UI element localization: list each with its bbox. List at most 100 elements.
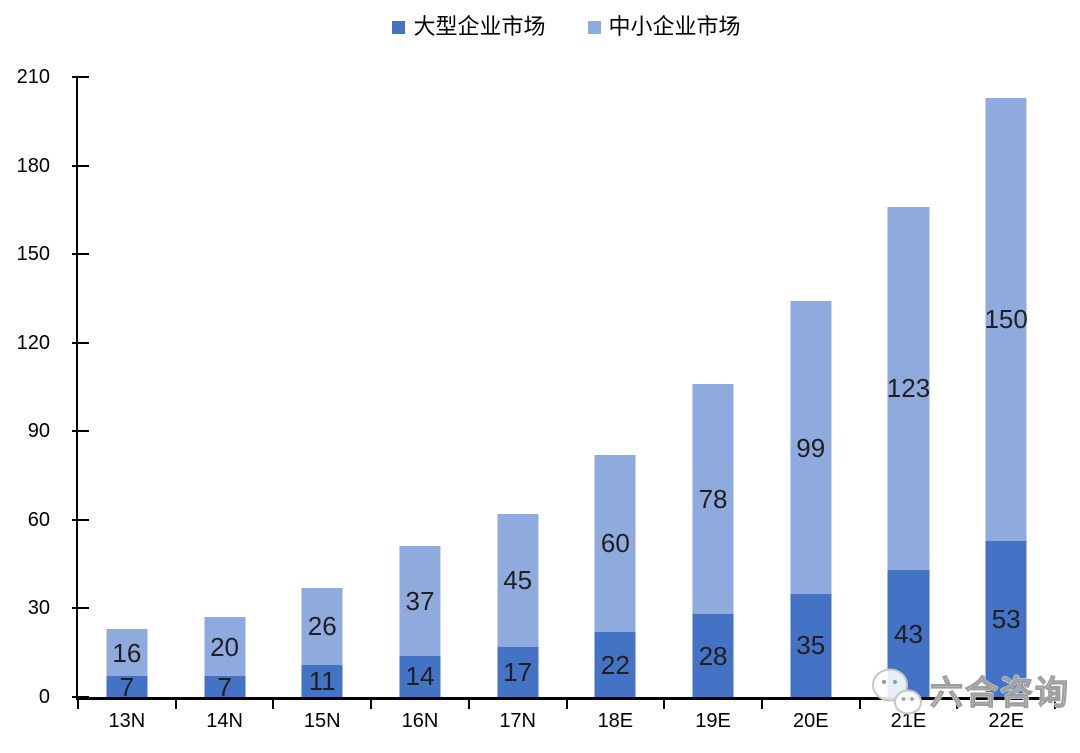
- y-tick: [72, 696, 89, 698]
- legend-label-sme: 中小企业市场: [608, 14, 741, 39]
- bar-segment-sme: 16: [106, 629, 148, 677]
- bar-segment-large-enterprise: 7: [106, 671, 148, 702]
- bar-value-label: 99: [796, 432, 826, 463]
- bar-segment-large-enterprise: 35: [790, 593, 832, 697]
- x-tick: [858, 700, 861, 709]
- bar-segment-sme: 99: [790, 301, 832, 594]
- x-axis-label: 15N: [303, 710, 341, 732]
- x-tick: [565, 700, 568, 709]
- y-tick: [72, 518, 89, 521]
- bar-value-label: 14: [405, 661, 435, 692]
- bar-segment-large-enterprise: 14: [399, 655, 441, 697]
- bar-segment-sme: 150: [984, 97, 1028, 541]
- plot-area: 7 16 13N 7 20 14N 11 26 15N 14 37 16N 17 45 17N 22 60 18E…: [72, 76, 1057, 731]
- bar-segment-sme: 60: [594, 454, 636, 633]
- watermark-text: 六合咨询: [930, 673, 1070, 711]
- x-tick: [1054, 700, 1056, 709]
- x-axis-label: 16N: [401, 710, 439, 732]
- bar-segment-large-enterprise: 22: [594, 632, 636, 697]
- legend-label-large-enterprise: 大型企业市场: [413, 14, 546, 39]
- legend: 大型企业市场 中小企业市场: [78, 16, 1055, 38]
- bar-segment-sme: 78: [692, 384, 734, 615]
- legend-item-sme: 中小企业市场: [587, 14, 741, 39]
- x-tick: [663, 700, 666, 709]
- bar-value-label: 37: [405, 586, 435, 617]
- x-axis-label: 19E: [695, 710, 731, 732]
- legend-item-large-enterprise: 大型企业市场: [392, 14, 546, 39]
- bar-column: 7 20 14N: [176, 77, 274, 731]
- y-tick: [72, 253, 89, 256]
- y-tick: [72, 76, 89, 78]
- bar-column: 22 60 18E: [567, 77, 665, 731]
- x-tick: [956, 700, 959, 709]
- bar-value-label: 150: [984, 304, 1028, 335]
- wechat-icon: [872, 668, 922, 715]
- bar-value-label: 16: [112, 637, 142, 668]
- bar-segment-large-enterprise: 53: [985, 540, 1027, 697]
- y-tick-label: 30: [27, 597, 50, 620]
- bar-segment-sme: 123: [886, 206, 931, 571]
- x-tick: [272, 700, 275, 709]
- x-axis-label: 17N: [499, 710, 537, 732]
- x-axis-label: 22E: [988, 710, 1024, 732]
- bar-value-label: 43: [894, 618, 923, 649]
- y-tick: [72, 607, 89, 610]
- bar-value-label: 22: [600, 649, 630, 680]
- y-tick-label: 210: [16, 66, 50, 88]
- x-tick: [174, 700, 177, 709]
- x-axis-label: 21E: [890, 710, 927, 732]
- y-tick: [72, 430, 89, 433]
- y-tick: [72, 164, 89, 167]
- x-axis-line: [76, 697, 1057, 700]
- bar-value-label: 35: [796, 630, 826, 661]
- bar-columns: 7 16 13N 7 20 14N 11 26 15N 14 37 16N 17 45 17N 22 60 18E…: [78, 77, 1055, 731]
- x-axis-label: 18E: [597, 710, 634, 732]
- bar-column: 43 123 21E: [860, 77, 958, 731]
- x-tick: [370, 700, 373, 709]
- bar-value-label: 60: [600, 528, 630, 559]
- bar-value-label: 26: [307, 611, 337, 642]
- watermark: 六合咨询: [868, 666, 1070, 718]
- bar-segment-sme: 37: [399, 546, 441, 656]
- bar-segment-large-enterprise: 11: [301, 664, 343, 697]
- x-axis-end-tick: [1055, 687, 1057, 697]
- x-tick: [467, 700, 470, 709]
- legend-swatch-sme: [587, 20, 601, 34]
- bar-value-label: 17: [503, 656, 533, 687]
- y-tick-label: 0: [38, 686, 50, 708]
- y-tick-label: 90: [27, 420, 50, 443]
- bar-column: 35 99 20E: [762, 77, 860, 731]
- bar-value-label: 7: [119, 671, 135, 702]
- bar-segment-large-enterprise: 28: [692, 614, 734, 697]
- bar-value-label: 28: [698, 640, 728, 671]
- bar-column: 17 45 17N: [469, 77, 567, 731]
- bar-value-label: 123: [886, 373, 931, 404]
- y-tick-label: 180: [16, 154, 50, 177]
- bar-column: 11 26 15N: [273, 77, 371, 731]
- bar-segment-sme: 20: [204, 617, 246, 677]
- bar-column: 7 16 13N: [78, 77, 176, 731]
- x-axis-label: 20E: [792, 710, 829, 732]
- bar-column: 53 150 22E: [957, 77, 1055, 731]
- bar-value-label: 53: [991, 603, 1021, 634]
- bar-value-label: 78: [698, 484, 728, 515]
- x-axis-label: 13N: [108, 710, 146, 732]
- bar-value-label: 20: [210, 631, 240, 662]
- y-tick-label: 120: [16, 331, 50, 354]
- bar-value-label: 11: [308, 665, 336, 696]
- x-tick: [760, 700, 763, 709]
- y-tick: [72, 341, 89, 344]
- bar-segment-large-enterprise: 7: [204, 671, 246, 702]
- bar-column: 14 37 16N: [371, 77, 469, 731]
- y-axis-line: [76, 77, 78, 697]
- legend-swatch-large-enterprise: [392, 20, 406, 34]
- bar-segment-sme: 26: [301, 587, 343, 665]
- y-tick-label: 60: [27, 508, 50, 531]
- bar-column: 28 78 19E: [664, 77, 762, 731]
- x-axis-label: 14N: [206, 710, 243, 732]
- y-tick-label: 150: [16, 243, 50, 266]
- y-axis-labels: 0 30 60 90 120 150 180 210: [0, 67, 50, 707]
- bar-segment-large-enterprise: 17: [497, 646, 539, 697]
- bar-value-label: 7: [217, 671, 232, 702]
